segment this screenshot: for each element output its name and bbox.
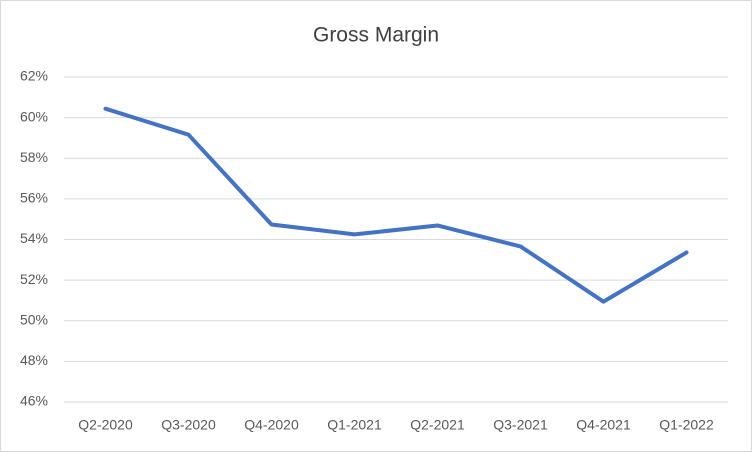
x-tick-label: Q1-2021: [327, 417, 382, 433]
y-tick-label: 58%: [20, 149, 48, 165]
x-tick-label: Q4-2021: [576, 417, 631, 433]
x-tick-label: Q1-2022: [659, 417, 714, 433]
y-tick-label: 46%: [20, 393, 48, 409]
y-tick-label: 56%: [20, 190, 48, 206]
y-tick-label: 60%: [20, 108, 48, 124]
y-tick-label: 54%: [20, 230, 48, 246]
x-tick-label: Q4-2020: [244, 417, 299, 433]
x-tick-label: Q2-2021: [410, 417, 465, 433]
x-tick-label: Q3-2020: [161, 417, 216, 433]
y-tick-label: 52%: [20, 271, 48, 287]
chart-title: Gross Margin: [313, 24, 439, 47]
y-tick-label: 48%: [20, 352, 48, 368]
x-tick-label: Q2-2020: [78, 417, 133, 433]
y-tick-label: 62%: [20, 68, 48, 84]
x-tick-label: Q3-2021: [493, 417, 548, 433]
y-tick-label: 50%: [20, 311, 48, 327]
line-series: [103, 106, 689, 304]
